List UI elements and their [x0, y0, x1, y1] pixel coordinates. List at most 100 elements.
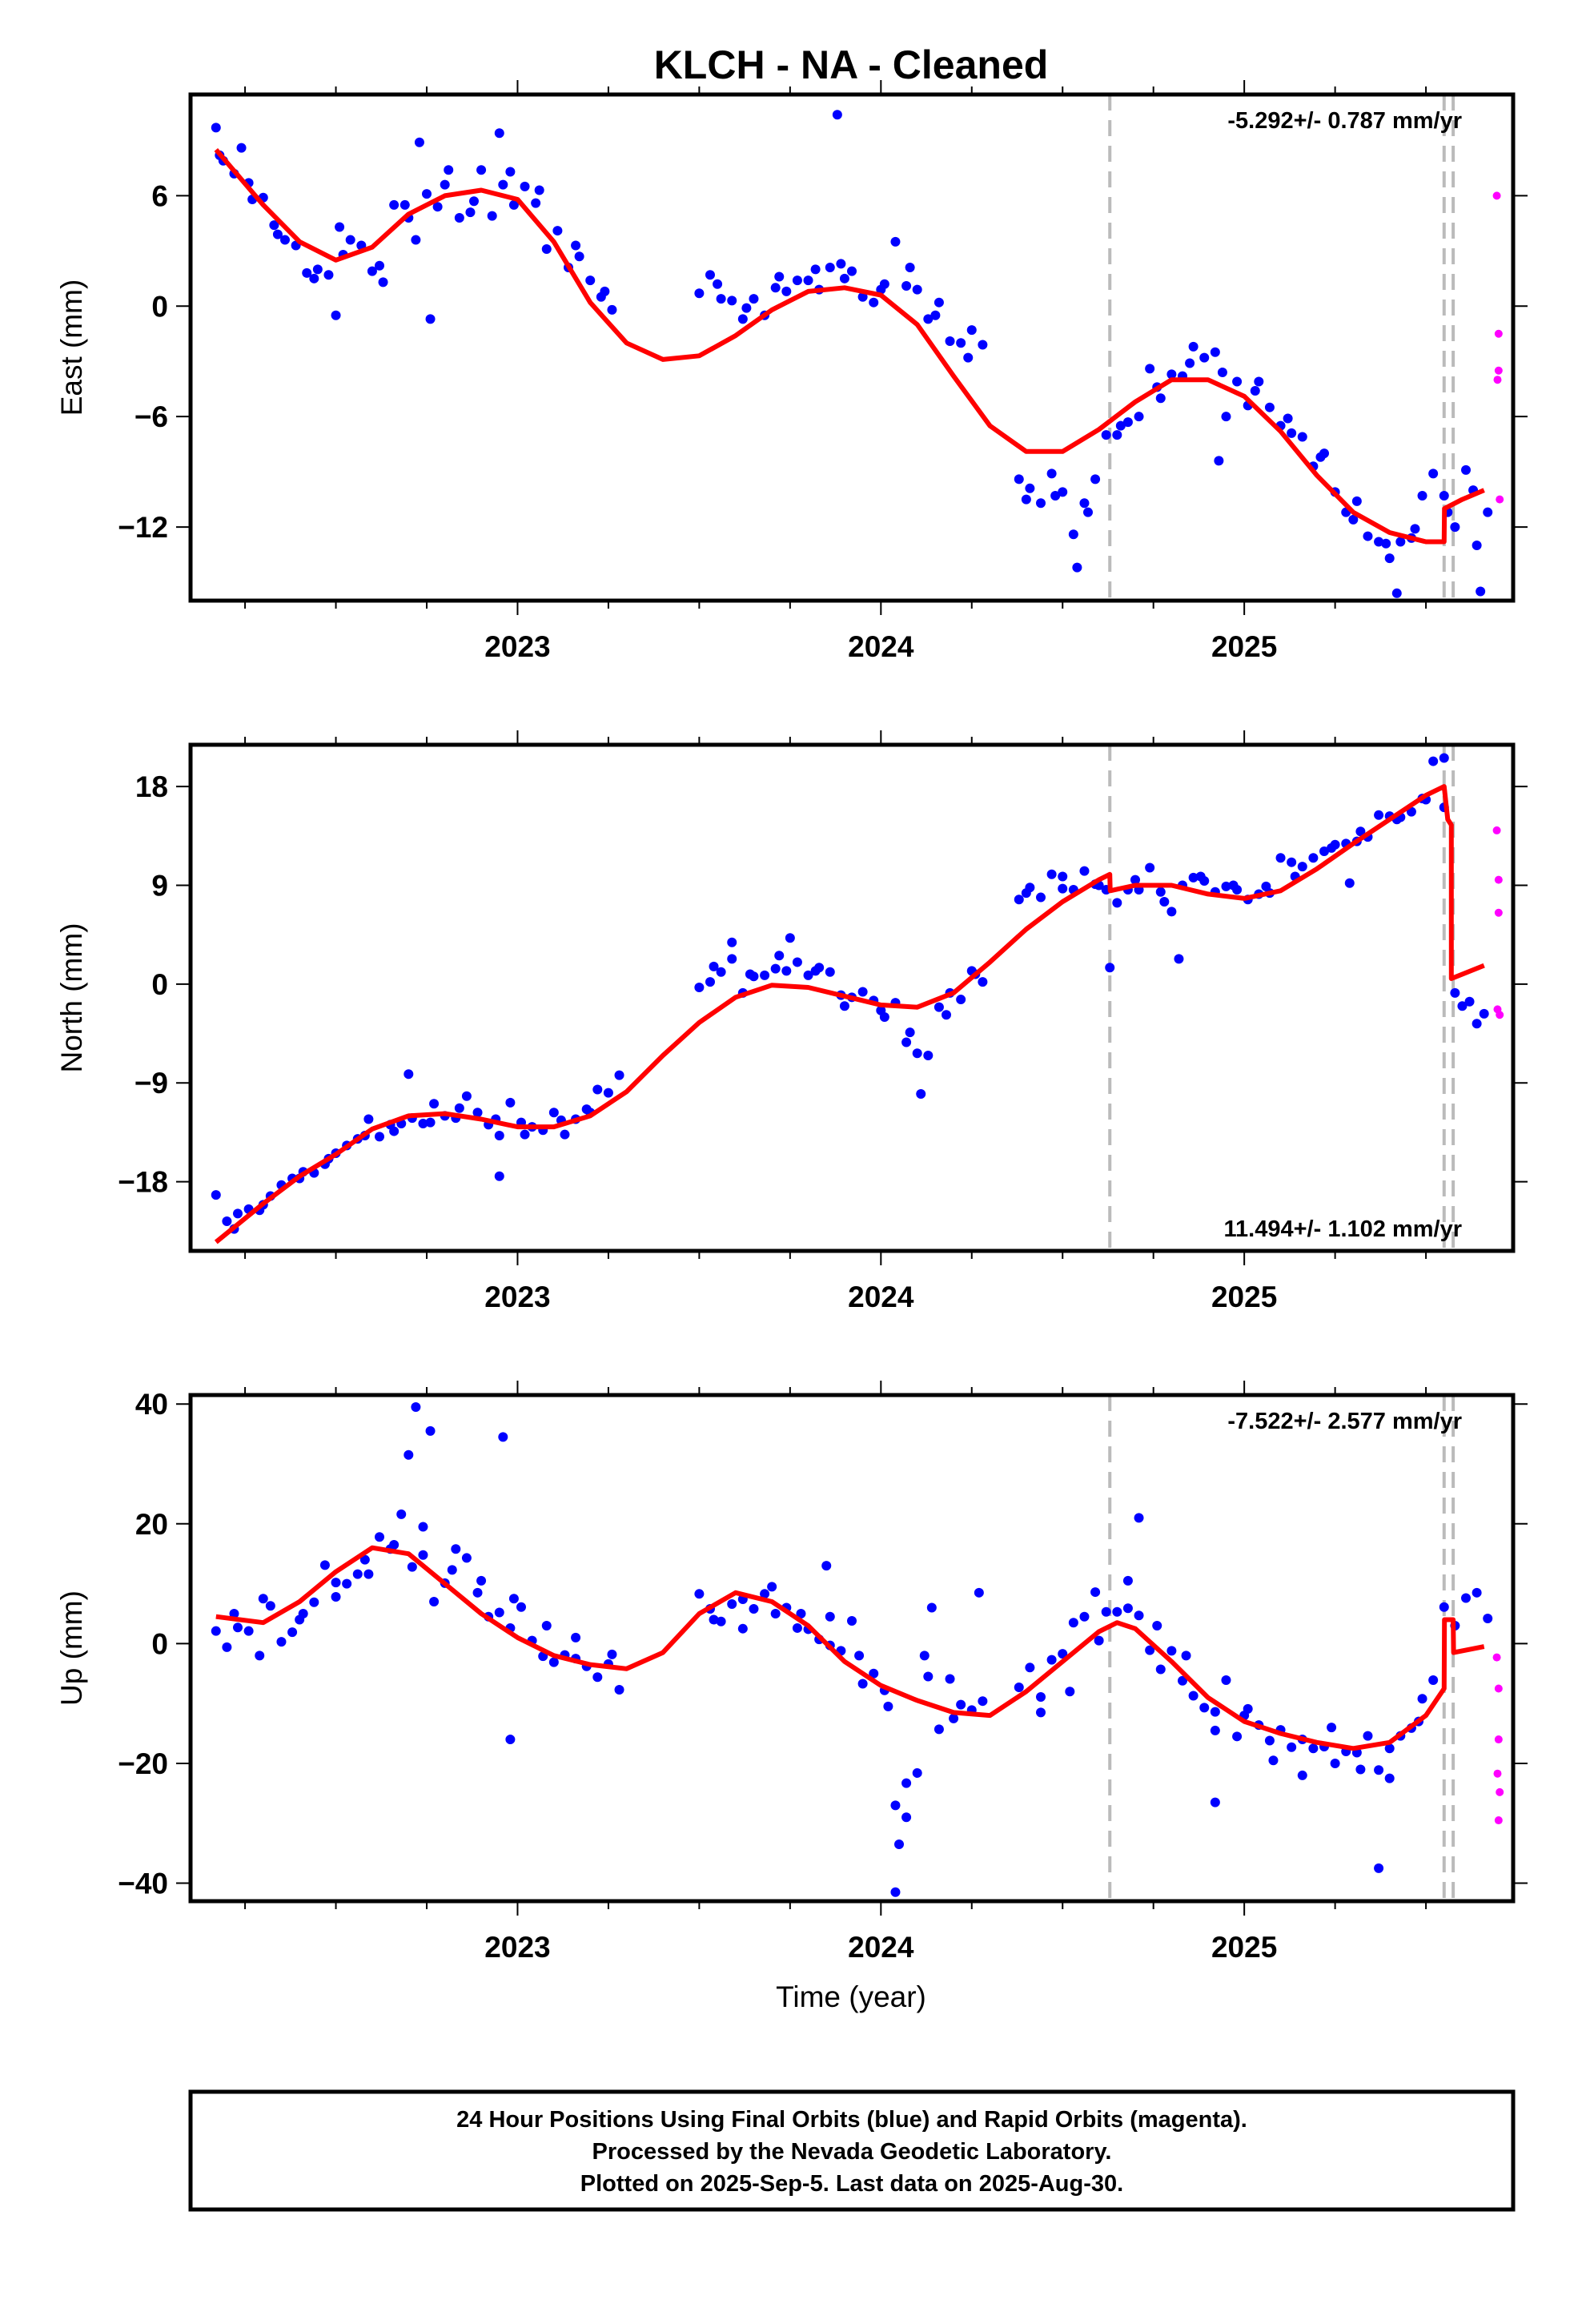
final-orbit-point	[1210, 1725, 1220, 1735]
final-orbit-point	[331, 1592, 341, 1602]
x-tick-label: 2025	[1211, 1281, 1277, 1313]
final-orbit-point	[1287, 1742, 1297, 1752]
final-orbit-point	[1021, 888, 1031, 899]
final-orbit-point	[770, 283, 781, 293]
final-orbit-point	[890, 1800, 901, 1811]
rapid-orbit-point	[1492, 191, 1501, 200]
final-orbit-point	[1058, 871, 1068, 882]
final-orbit-point	[1275, 853, 1286, 863]
final-orbit-point	[1308, 853, 1319, 863]
final-orbit-point	[236, 143, 247, 153]
final-orbit-point	[727, 954, 737, 964]
final-orbit-point	[425, 314, 436, 324]
final-orbit-point	[912, 284, 922, 295]
final-orbit-point	[211, 123, 221, 133]
final-orbit-point	[1188, 1691, 1199, 1701]
final-orbit-point	[825, 1611, 835, 1622]
final-orbit-point	[792, 957, 802, 967]
final-orbit-point	[1036, 498, 1046, 509]
final-orbit-point	[1014, 895, 1024, 905]
final-orbit-point	[600, 286, 610, 296]
final-orbit-point	[607, 1649, 617, 1659]
final-orbit-point	[396, 1509, 407, 1519]
final-orbit-point	[1130, 875, 1140, 885]
final-orbit-point	[1079, 866, 1090, 876]
final-orbit-point	[978, 340, 988, 350]
final-orbit-point	[1483, 1613, 1493, 1623]
final-orbit-point	[1178, 1675, 1187, 1686]
footer-box	[188, 2089, 1516, 2212]
final-orbit-point	[792, 275, 802, 286]
final-orbit-point	[541, 244, 552, 255]
final-orbit-point	[1079, 498, 1090, 509]
final-orbit-point	[472, 1587, 483, 1598]
plot-area	[211, 745, 1504, 1251]
final-orbit-point	[945, 1674, 955, 1684]
final-orbit-point	[1297, 862, 1307, 872]
final-orbit-point	[375, 260, 384, 271]
final-orbit-point	[1058, 883, 1068, 894]
final-orbit-point	[552, 226, 563, 236]
final-orbit-point	[1410, 524, 1420, 534]
final-orbit-point	[1050, 491, 1061, 501]
final-orbit-point	[934, 1002, 944, 1012]
final-orbit-point	[1155, 1664, 1166, 1675]
x-axis-label: Time (year)	[776, 1980, 926, 2013]
final-orbit-point	[1384, 1773, 1395, 1783]
final-orbit-point	[1101, 430, 1111, 440]
final-orbit-point	[1188, 341, 1199, 352]
final-orbit-point	[1461, 1593, 1471, 1603]
final-orbit-point	[367, 266, 377, 276]
final-orbit-point	[389, 1126, 400, 1136]
final-orbit-point	[1261, 881, 1271, 891]
final-orbit-point	[465, 207, 476, 218]
y-tick-label: −6	[135, 400, 168, 433]
final-orbit-point	[541, 1620, 552, 1630]
rapid-orbit-point	[1493, 376, 1502, 384]
final-orbit-point	[749, 294, 759, 304]
y-axis-label: East (mm)	[55, 279, 88, 416]
final-orbit-point	[1381, 538, 1391, 549]
final-orbit-point	[770, 1608, 781, 1618]
final-orbit-point	[233, 1208, 243, 1219]
final-orbit-point	[1046, 869, 1057, 879]
final-orbit-point	[1145, 1645, 1155, 1655]
y-tick-label: −18	[118, 1166, 168, 1199]
final-orbit-point	[785, 933, 795, 943]
plot-frame	[188, 742, 1516, 1253]
plot-area	[211, 1395, 1504, 1901]
final-orbit-point	[319, 1560, 330, 1570]
final-orbit-point	[258, 1594, 268, 1604]
plot-frame	[188, 1393, 1516, 1904]
final-orbit-point	[1355, 826, 1366, 837]
final-orbit-point	[243, 1626, 254, 1636]
final-orbit-point	[592, 1084, 603, 1095]
final-orbit-point	[1155, 887, 1166, 897]
final-orbit-point	[429, 1099, 440, 1109]
final-orbit-point	[923, 1671, 934, 1682]
final-orbit-point	[1464, 996, 1475, 1007]
final-orbit-point	[1232, 376, 1243, 387]
final-orbit-point	[607, 304, 617, 315]
final-orbit-point	[447, 1565, 457, 1575]
final-orbit-point	[1297, 1770, 1307, 1780]
final-orbit-point	[1476, 586, 1486, 597]
final-orbit-point	[781, 966, 792, 976]
y-tick-label: 18	[135, 770, 168, 803]
final-orbit-point	[1199, 352, 1210, 363]
footer-line-1: 24 Hour Positions Using Final Orbits (bl…	[456, 2107, 1247, 2133]
final-orbit-point	[883, 1701, 893, 1711]
final-orbit-point	[1450, 987, 1460, 998]
final-orbit-point	[1327, 1723, 1337, 1733]
final-orbit-point	[276, 1637, 287, 1647]
final-orbit-point	[1068, 529, 1078, 540]
final-orbit-point	[1166, 907, 1177, 917]
final-orbit-point	[1439, 1602, 1449, 1612]
final-orbit-point	[1145, 364, 1155, 374]
final-orbit-point	[1046, 468, 1057, 479]
final-orbit-point	[1155, 393, 1166, 404]
final-orbit-point	[1250, 386, 1260, 396]
final-orbit-point	[461, 1091, 472, 1101]
final-orbit-point	[585, 275, 596, 286]
